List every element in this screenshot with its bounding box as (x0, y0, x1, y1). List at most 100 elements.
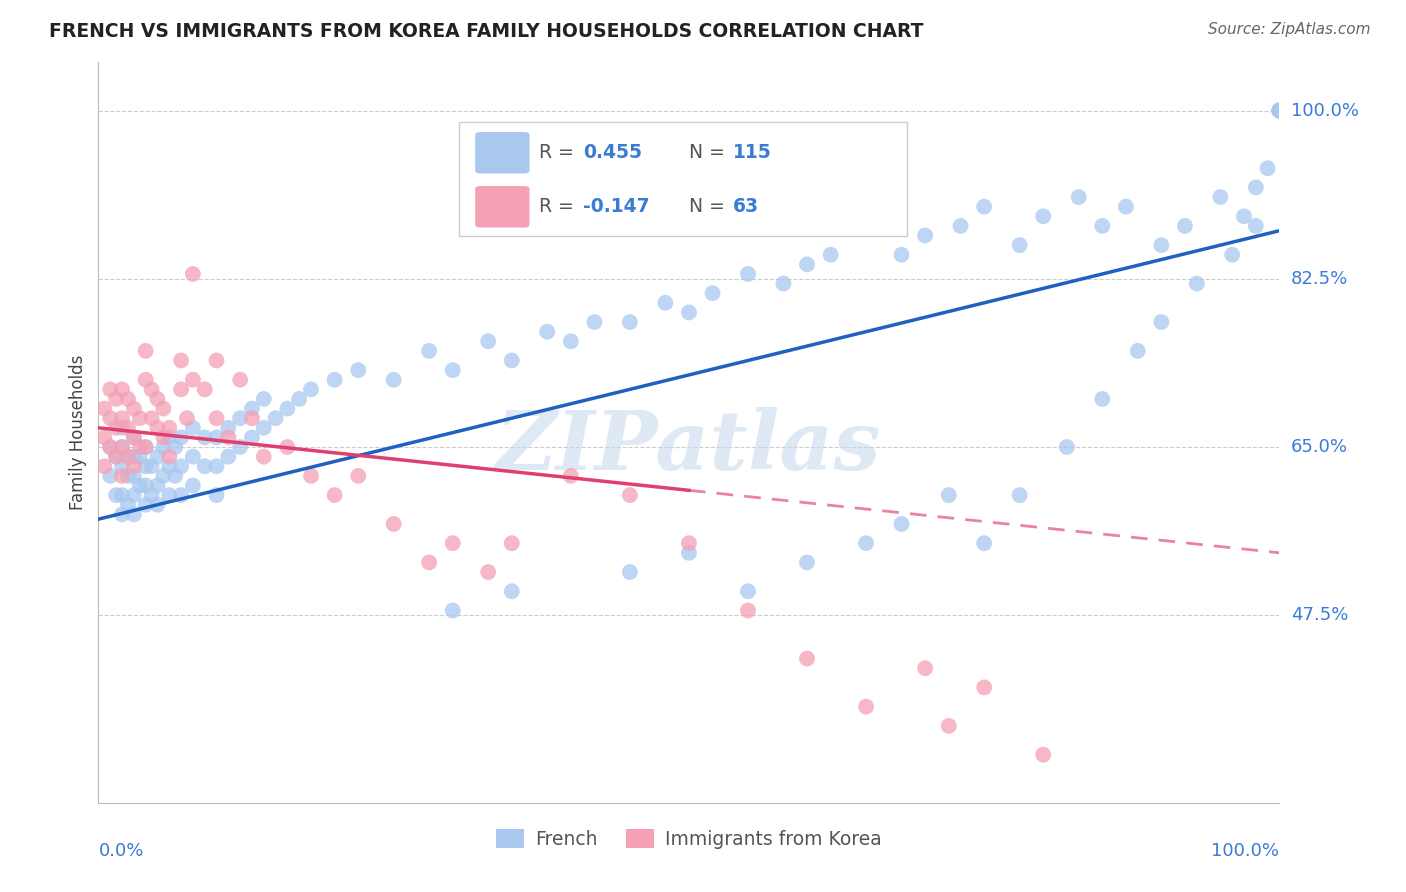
Point (973, 200, 995, 214)
Point (855, 536, 877, 550)
Point (117, 421, 139, 435)
Point (146, 392, 169, 406)
Point (536, 325, 558, 339)
Point (135, 478, 157, 492)
Point (441, 536, 464, 550)
Point (702, 286, 724, 301)
Point (122, 469, 145, 483)
Point (737, 603, 759, 617)
Point (98, 440, 121, 454)
Point (501, 584, 523, 599)
Point (135, 498, 157, 512)
Point (229, 373, 252, 387)
Point (418, 343, 440, 358)
Point (135, 373, 157, 387)
Point (796, 257, 818, 271)
Text: 100.0%: 100.0% (1291, 102, 1358, 120)
Point (105, 392, 128, 406)
Point (111, 459, 134, 474)
Point (678, 536, 700, 550)
Point (382, 373, 405, 387)
Point (117, 450, 139, 464)
Point (560, 334, 582, 349)
Point (276, 401, 298, 416)
Point (157, 459, 180, 474)
Point (501, 536, 523, 550)
Point (253, 392, 276, 406)
Point (111, 382, 134, 396)
Point (122, 430, 145, 444)
Point (165, 440, 187, 454)
Point (93, 401, 115, 416)
Point (205, 411, 228, 425)
Point (229, 440, 252, 454)
Point (181, 450, 204, 464)
Point (1185, 277, 1208, 291)
Point (128, 411, 150, 425)
Text: 0.0%: 0.0% (98, 842, 143, 860)
Point (122, 459, 145, 474)
Point (205, 459, 228, 474)
Point (135, 459, 157, 474)
Point (111, 488, 134, 502)
Point (217, 430, 239, 444)
Point (205, 488, 228, 502)
Point (152, 401, 174, 416)
Point (170, 430, 193, 444)
Text: N =: N = (689, 144, 731, 162)
Point (1150, 238, 1173, 252)
Point (678, 305, 700, 319)
Point (938, 719, 960, 733)
Point (1032, 747, 1054, 762)
Point (122, 430, 145, 444)
FancyBboxPatch shape (475, 186, 530, 227)
Text: -0.147: -0.147 (582, 197, 650, 217)
Text: 82.5%: 82.5% (1291, 269, 1348, 288)
Point (654, 295, 676, 310)
Text: 65.0%: 65.0% (1291, 438, 1347, 456)
Point (477, 334, 499, 349)
Point (276, 440, 298, 454)
Point (560, 469, 582, 483)
Point (141, 411, 163, 425)
Point (122, 401, 145, 416)
Point (170, 488, 193, 502)
Point (152, 469, 174, 483)
Point (229, 411, 252, 425)
Point (194, 382, 217, 396)
Point (1220, 248, 1243, 262)
Point (1268, 103, 1291, 118)
Point (1244, 180, 1267, 194)
Point (157, 450, 180, 464)
Point (914, 661, 936, 675)
Point (157, 421, 180, 435)
Point (973, 681, 995, 695)
Point (181, 478, 204, 492)
Point (890, 248, 912, 262)
Y-axis label: Family Households: Family Households (69, 355, 87, 510)
Point (418, 556, 440, 570)
Point (1008, 488, 1031, 502)
Point (1008, 238, 1031, 252)
Point (299, 382, 322, 396)
Point (205, 430, 228, 444)
Point (619, 315, 641, 329)
Point (938, 488, 960, 502)
Point (111, 469, 134, 483)
Point (93, 430, 115, 444)
Point (240, 411, 263, 425)
Point (253, 421, 276, 435)
Point (111, 421, 134, 435)
Point (914, 228, 936, 243)
Point (152, 430, 174, 444)
Point (264, 411, 287, 425)
Point (253, 450, 276, 464)
Point (299, 469, 322, 483)
Point (98, 440, 121, 454)
Point (98, 382, 121, 396)
Text: ZIPatlas: ZIPatlas (496, 408, 882, 487)
Point (973, 536, 995, 550)
Text: 47.5%: 47.5% (1291, 607, 1348, 624)
Point (240, 401, 263, 416)
Point (165, 469, 187, 483)
